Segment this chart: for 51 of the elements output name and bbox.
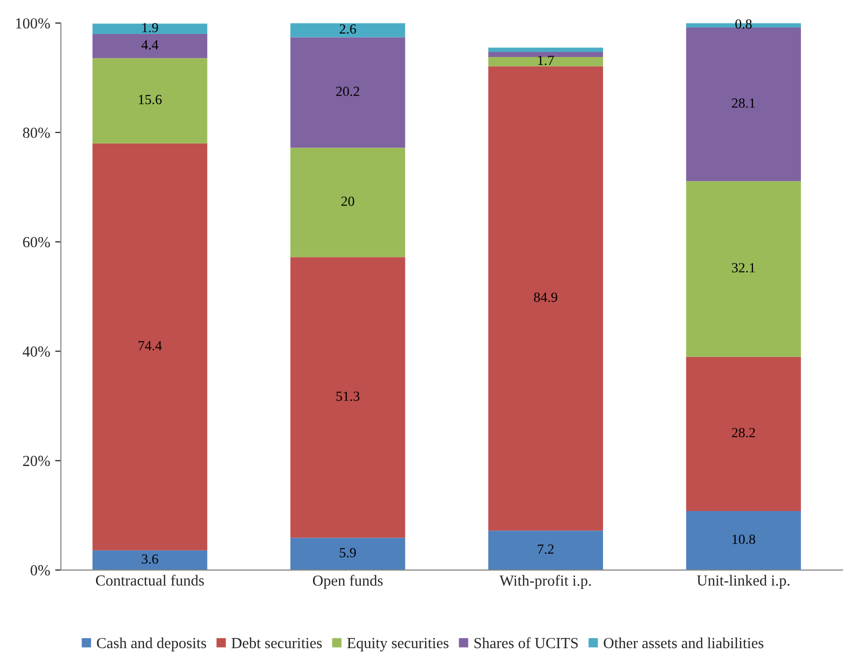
- bar: [92, 550, 208, 570]
- legend-label: Cash and deposits: [96, 637, 206, 652]
- data-label: 74.4: [138, 341, 162, 350]
- y-tick-label: 100%: [16, 18, 50, 29]
- bar: [290, 257, 406, 538]
- data-label: 15.6: [138, 94, 162, 104]
- x-tick-label: Open funds: [312, 574, 383, 589]
- bar: [686, 356, 801, 511]
- bar: [488, 56, 604, 66]
- bar: [686, 181, 801, 357]
- x-tick-label: With-profit i.p.: [500, 574, 591, 589]
- data-label: 1.9: [142, 22, 158, 32]
- y-tick-label: 20%: [23, 456, 50, 466]
- data-label: 3.6: [142, 554, 158, 564]
- data-label: 28.2: [732, 428, 755, 438]
- legend-label: Shares of UCITS: [474, 637, 578, 648]
- bar: [488, 52, 604, 57]
- bar: [290, 148, 406, 258]
- data-label: 1.7: [538, 56, 554, 66]
- bar: [92, 58, 208, 144]
- legend-label: Equity securities: [347, 638, 448, 652]
- data-label: 4.4: [141, 40, 158, 50]
- legend-label: Debt securities: [232, 637, 322, 648]
- x-tick-label: Unit-linked i.p.: [696, 574, 790, 589]
- legend-label: Other assets and liabilities: [604, 637, 764, 648]
- data-label: 20.2: [336, 86, 360, 96]
- bar: [686, 27, 801, 182]
- data-label: 28.1: [732, 98, 755, 108]
- data-label: 20: [341, 196, 354, 206]
- y-tick-label: 60%: [23, 236, 50, 248]
- bar: [290, 23, 406, 38]
- bar: [290, 37, 406, 148]
- y-tick-label: 80%: [23, 128, 50, 138]
- bar: [290, 538, 406, 570]
- y-tick-label: 0%: [30, 565, 50, 576]
- bar: [92, 143, 208, 550]
- data-label: 5.9: [340, 548, 356, 558]
- data-label: 7.2: [538, 544, 554, 554]
- bar: [92, 34, 208, 58]
- data-label: 2.6: [340, 24, 356, 34]
- bar: [686, 510, 801, 570]
- y-tick-label: 40%: [22, 346, 50, 357]
- bar: [488, 66, 604, 531]
- data-label: 84.9: [534, 292, 558, 302]
- bar: [92, 24, 208, 34]
- bar: [488, 530, 604, 570]
- x-tick-label: Contractual funds: [96, 574, 204, 586]
- data-label: 32.1: [732, 263, 755, 272]
- data-label: 10.8: [732, 534, 756, 544]
- data-label: 51.3: [336, 392, 360, 402]
- bar: [488, 48, 604, 52]
